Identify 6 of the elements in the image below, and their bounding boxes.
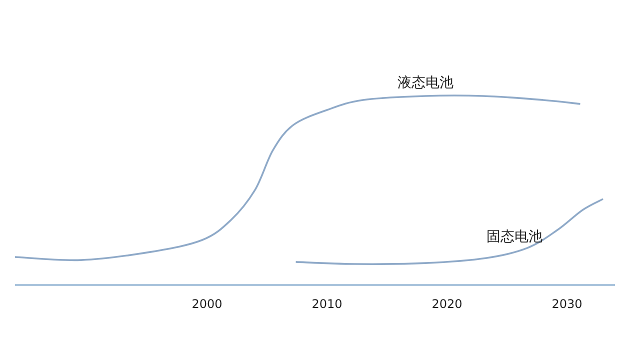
x-tick-label: 2030 [552, 297, 582, 311]
x-tick-label: 2010 [312, 297, 342, 311]
series-label: 固态电池 [486, 228, 543, 245]
x-tick-label: 2020 [432, 297, 462, 311]
x-tick-label: 2000 [192, 297, 222, 311]
series-label: 液态电池 [397, 75, 454, 91]
